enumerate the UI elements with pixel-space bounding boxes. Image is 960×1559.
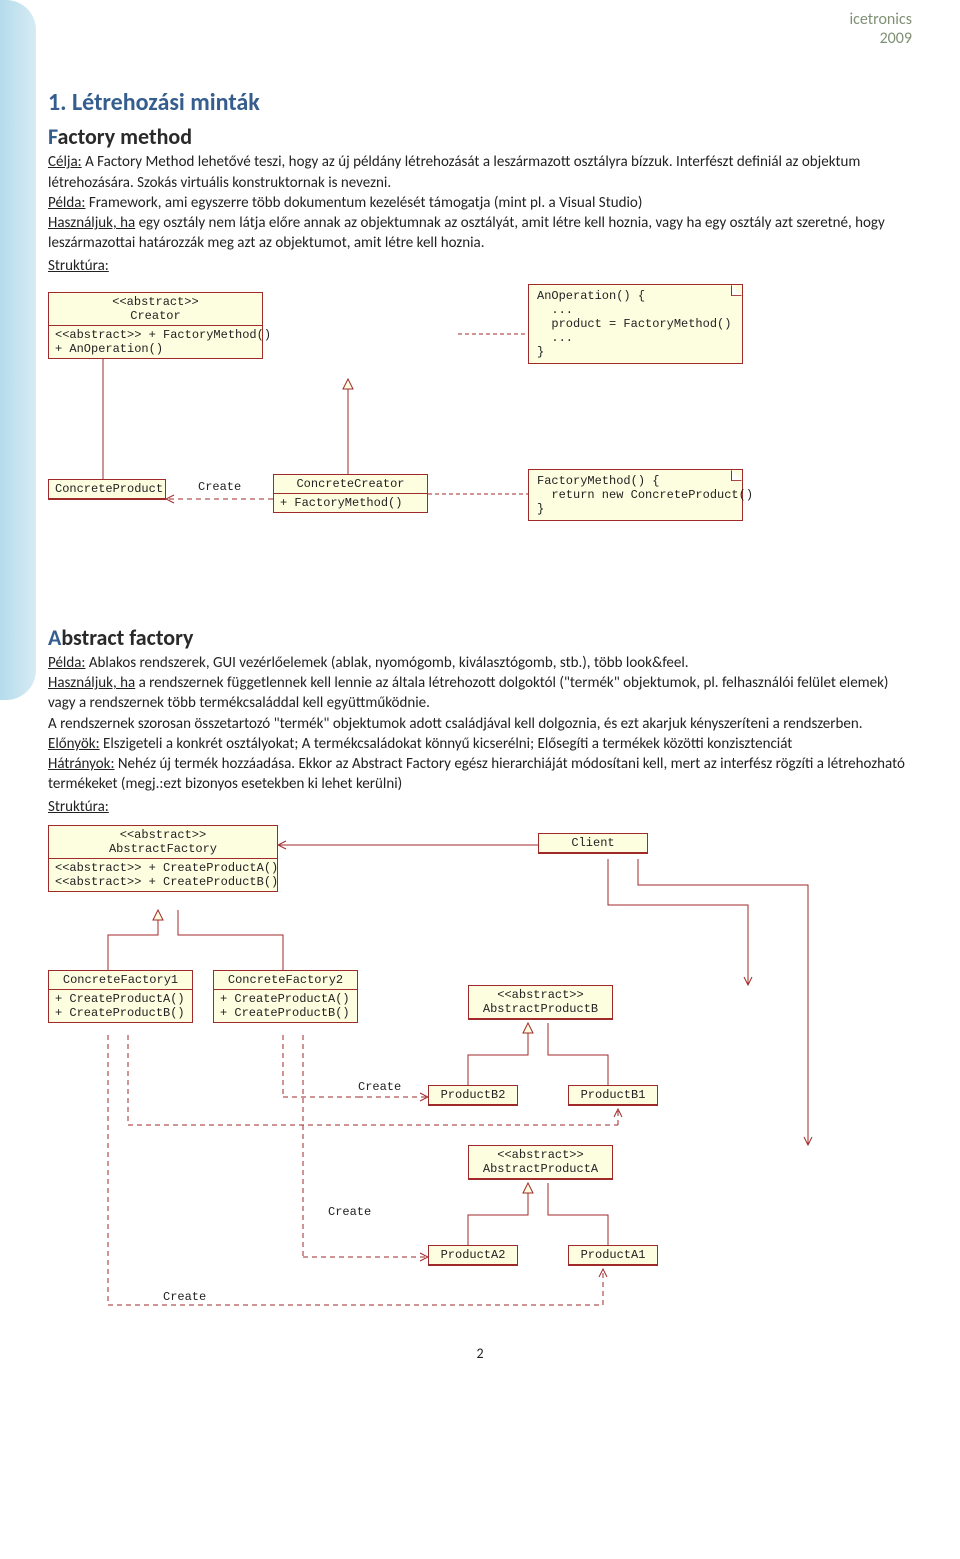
pattern-heading-abstract-factory: Abstract factory bbox=[48, 624, 912, 651]
hatranyok-label: Hátrányok: bbox=[48, 755, 114, 773]
uml-stereo: <<abstract>> bbox=[112, 295, 198, 309]
pelda-text: Ablakos rendszerek, GUI vezérlőelemek (a… bbox=[85, 654, 688, 672]
pelda-label: Példa: bbox=[48, 654, 85, 672]
uml-concrete-creator: ConcreteCreator + FactoryMethod() bbox=[273, 474, 428, 513]
uml-create-label: Create bbox=[358, 1080, 401, 1094]
uml-name: ProductB2 bbox=[429, 1086, 517, 1105]
factory-method-diagram: <<abstract>> Product <<abstract>> Creato… bbox=[48, 284, 868, 564]
uml-op: + CreateProductA() bbox=[220, 992, 350, 1006]
uml-product-a2: ProductA2 bbox=[428, 1245, 518, 1266]
uml-name: ProductB1 bbox=[569, 1086, 657, 1105]
uml-creator: <<abstract>> Creator <<abstract>> + Fact… bbox=[48, 292, 263, 359]
uml-product-b2: ProductB2 bbox=[428, 1085, 518, 1106]
uml-name: AbstractProductB bbox=[483, 1002, 598, 1016]
uml-create-label: Create bbox=[328, 1205, 371, 1219]
abstract-factory-body: Példa: Ablakos rendszerek, GUI vezérlőel… bbox=[48, 653, 912, 817]
hasznaljuk-text: egy osztály nem látja előre annak az obj… bbox=[48, 214, 885, 252]
uml-abstract-product-b: <<abstract>> AbstractProductB bbox=[468, 985, 613, 1020]
page-content: icetronics 2009 1. Létrehozási minták Fa… bbox=[0, 0, 960, 1382]
uml-op: + AnOperation() bbox=[55, 342, 163, 356]
pattern-heading-factory-method: Factory method bbox=[48, 123, 912, 150]
celja-label: Célja: bbox=[48, 153, 82, 171]
uml-note-anoperation: AnOperation() { ... product = FactoryMet… bbox=[528, 284, 743, 364]
heading-rest: bstract factory bbox=[61, 624, 193, 651]
uml-name: Creator bbox=[130, 309, 180, 323]
uml-name: AbstractFactory bbox=[109, 842, 217, 856]
uml-name: ProductA2 bbox=[429, 1246, 517, 1265]
uml-create-label: Create bbox=[163, 1290, 206, 1304]
uml-name: ConcreteFactory1 bbox=[49, 971, 192, 990]
brand-text: icetronics bbox=[48, 10, 912, 29]
heading-rest: actory method bbox=[58, 123, 193, 150]
uml-client: Client bbox=[538, 833, 648, 854]
hasznaljuk-label: Használjuk, ha bbox=[48, 674, 135, 692]
uml-op: <<abstract>> + FactoryMethod() bbox=[55, 328, 271, 342]
uml-abstract-factory: <<abstract>> AbstractFactory <<abstract>… bbox=[48, 825, 278, 892]
uml-stereo: <<abstract>> bbox=[497, 1148, 583, 1162]
uml-concrete-factory-2: ConcreteFactory2 + CreateProductA() + Cr… bbox=[213, 970, 358, 1023]
hasznaljuk-text: a rendszernek függetlennek kell lennie a… bbox=[48, 674, 888, 712]
heading-cap: F bbox=[48, 123, 58, 150]
elonyok-label: Előnyök: bbox=[48, 735, 100, 753]
hasznaljuk-label: Használjuk, ha bbox=[48, 214, 135, 232]
uml-product-b1: ProductB1 bbox=[568, 1085, 658, 1106]
uml-stereo: <<abstract>> bbox=[120, 828, 206, 842]
page-header: icetronics 2009 bbox=[48, 10, 912, 48]
uml-name: Client bbox=[539, 834, 647, 853]
uml-product-a1: ProductA1 bbox=[568, 1245, 658, 1266]
uml-stereo: <<abstract>> bbox=[497, 988, 583, 1002]
uml-name: ConcreteCreator bbox=[274, 475, 427, 494]
extra-text: A rendszernek szorosan összetartozó "ter… bbox=[48, 715, 862, 733]
struktura-label: Struktúra: bbox=[48, 797, 912, 817]
heading-cap: A bbox=[48, 624, 61, 651]
uml-op: <<abstract>> + CreateProductB() bbox=[55, 875, 278, 889]
section-heading: 1. Létrehozási minták bbox=[48, 88, 912, 117]
page-number: 2 bbox=[48, 1325, 912, 1362]
uml-name: ConcreteFactory2 bbox=[214, 971, 357, 990]
uml-name: AbstractProductA bbox=[483, 1162, 598, 1176]
uml-name: ProductA1 bbox=[569, 1246, 657, 1265]
pelda-label: Példa: bbox=[48, 194, 85, 212]
struktura-label: Struktúra: bbox=[48, 256, 912, 276]
factory-method-body: Célja: A Factory Method lehetővé teszi, … bbox=[48, 152, 912, 276]
uml-name: ConcreteProduct bbox=[49, 480, 165, 499]
uml-op: + FactoryMethod() bbox=[274, 494, 427, 512]
uml-op: + CreateProductA() bbox=[55, 992, 185, 1006]
hatranyok-text: Nehéz új termék hozzáadása. Ekkor az Abs… bbox=[48, 755, 905, 793]
uml-note-factorymethod: FactoryMethod() { return new ConcretePro… bbox=[528, 469, 743, 521]
uml-op: <<abstract>> + CreateProductA() bbox=[55, 861, 278, 875]
abstract-factory-diagram: <<abstract>> AbstractFactory <<abstract>… bbox=[48, 825, 908, 1325]
uml-concrete-product: ConcreteProduct bbox=[48, 479, 166, 500]
uml-concrete-factory-1: ConcreteFactory1 + CreateProductA() + Cr… bbox=[48, 970, 193, 1023]
uml-create-label: Create bbox=[198, 480, 241, 494]
uml-op: + CreateProductB() bbox=[55, 1006, 185, 1020]
pelda-text: Framework, ami egyszerre több dokumentum… bbox=[85, 194, 642, 212]
uml-abstract-product-a: <<abstract>> AbstractProductA bbox=[468, 1145, 613, 1180]
celja-text: A Factory Method lehetővé teszi, hogy az… bbox=[48, 153, 860, 191]
elonyok-text: Elszigeteli a konkrét osztályokat; A ter… bbox=[100, 735, 793, 753]
brand-year: 2009 bbox=[48, 29, 912, 48]
uml-op: + CreateProductB() bbox=[220, 1006, 350, 1020]
